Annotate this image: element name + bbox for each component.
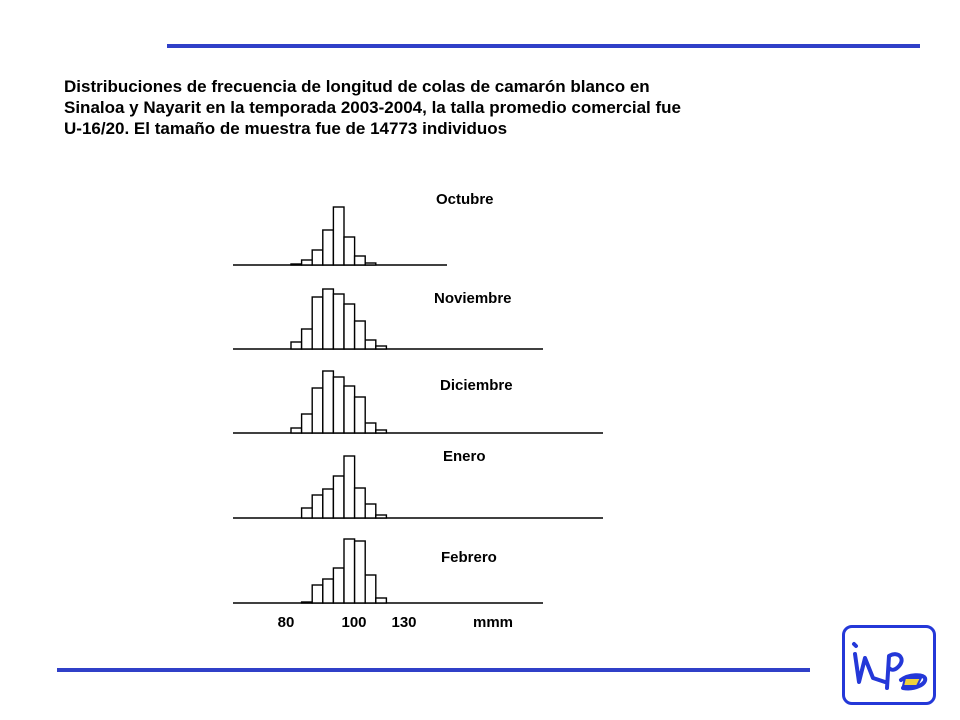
- caption-line-1: Distribuciones de frecuencia de longitud…: [64, 77, 650, 96]
- bar-enero-105: [343, 455, 356, 519]
- bar-enero-115: [364, 503, 377, 519]
- bar-diciembre-110: [353, 396, 366, 434]
- bar-diciembre-120: [375, 429, 388, 434]
- bar-enero-100: [332, 475, 345, 519]
- bar-octubre-115: [364, 262, 377, 266]
- bar-febrero-110: [353, 540, 366, 604]
- bar-enero-110: [353, 487, 366, 519]
- bar-enero-90: [311, 494, 324, 519]
- bar-noviembre-80: [290, 341, 303, 350]
- bar-diciembre-100: [332, 376, 345, 434]
- caption-line-3: U-16/20. El tamaño de muestra fue de 147…: [64, 119, 508, 138]
- bar-octubre-105: [343, 236, 356, 266]
- series-label-febrero: Febrero: [441, 549, 497, 566]
- bar-noviembre-95: [322, 288, 335, 350]
- inp-logo-icon: [842, 625, 936, 705]
- bar-enero-85: [300, 507, 313, 519]
- x-tick-label-130: 130: [391, 614, 416, 631]
- bar-noviembre-105: [343, 303, 356, 350]
- x-unit-label: mmm: [473, 614, 513, 631]
- series-label-noviembre: Noviembre: [434, 290, 512, 307]
- x-tick-label-100: 100: [341, 614, 366, 631]
- bar-octubre-85: [300, 259, 313, 266]
- bar-noviembre-115: [364, 339, 377, 350]
- bar-diciembre-85: [300, 413, 313, 434]
- bar-noviembre-100: [332, 293, 345, 350]
- bar-diciembre-105: [343, 385, 356, 434]
- bottom-rule: [57, 668, 810, 672]
- bar-diciembre-95: [322, 370, 335, 434]
- x-tick-label-80: 80: [278, 614, 295, 631]
- bar-febrero-120: [375, 597, 388, 604]
- bar-febrero-100: [332, 567, 345, 604]
- bar-febrero-85: [300, 601, 313, 604]
- series-label-enero: Enero: [443, 448, 486, 465]
- top-rule: [167, 44, 920, 48]
- bar-octubre-100: [332, 206, 345, 266]
- bar-febrero-115: [364, 574, 377, 604]
- figure-caption: Distribuciones de frecuencia de longitud…: [64, 76, 844, 139]
- bar-diciembre-115: [364, 422, 377, 434]
- bar-octubre-90: [311, 249, 324, 266]
- bar-noviembre-85: [300, 328, 313, 350]
- series-label-octubre: Octubre: [436, 191, 494, 208]
- bar-diciembre-90: [311, 387, 324, 434]
- bar-febrero-90: [311, 584, 324, 604]
- bar-noviembre-110: [353, 320, 366, 350]
- bar-octubre-110: [353, 255, 366, 266]
- bar-febrero-95: [322, 578, 335, 604]
- bar-febrero-105: [343, 538, 356, 604]
- bar-enero-120: [375, 514, 388, 519]
- bar-noviembre-120: [375, 345, 388, 350]
- caption-line-2: Sinaloa y Nayarit en la temporada 2003-2…: [64, 98, 681, 117]
- bar-diciembre-80: [290, 427, 303, 434]
- series-label-diciembre: Diciembre: [440, 377, 513, 394]
- bar-octubre-80: [290, 263, 303, 266]
- bar-noviembre-90: [311, 296, 324, 350]
- bar-octubre-95: [322, 229, 335, 266]
- bar-enero-95: [322, 488, 335, 519]
